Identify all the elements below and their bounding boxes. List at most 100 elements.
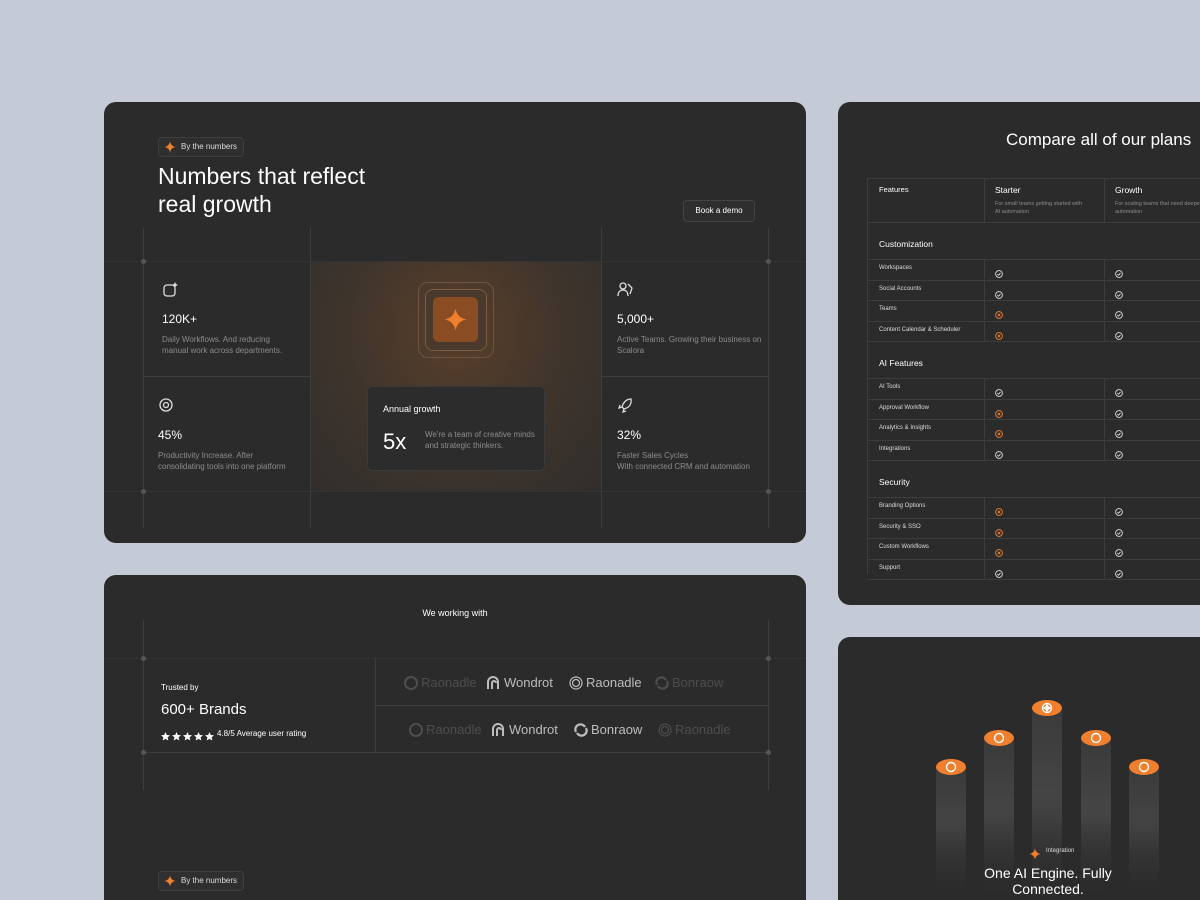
starter-status-svg <box>995 508 1003 516</box>
stat-description: Active Teams. Growing their business on <box>617 335 762 344</box>
row-line <box>867 259 1200 260</box>
stat-value: 32% <box>617 428 642 442</box>
integration-title: One AI Engine. Fully <box>984 865 1112 881</box>
starter-status-svg <box>995 549 1003 557</box>
icon-tile <box>433 297 478 342</box>
growth-status-svg <box>1115 311 1123 319</box>
logo-name: Bonraow <box>672 675 724 690</box>
feature-name: Analytics & Insights <box>879 425 932 431</box>
grid-dot <box>766 656 771 661</box>
badge-icon <box>1029 848 1041 865</box>
badge-star <box>164 875 176 887</box>
starter-status-svg <box>995 409 1003 418</box>
growth-description: and strategic thinkers. <box>425 441 504 450</box>
feature-name: Workspaces <box>879 265 912 271</box>
growth-status <box>1115 524 1123 542</box>
fade <box>838 817 1200 900</box>
grid-line <box>867 178 868 574</box>
trusted-label: Trusted by <box>161 683 199 692</box>
rating-text: 4.8/5 Average user rating <box>217 729 307 738</box>
logo-mark <box>655 676 669 690</box>
grid-line <box>984 497 985 517</box>
partners-title: We working with <box>422 608 488 618</box>
starter-status <box>995 446 1003 464</box>
row-line <box>867 398 1200 400</box>
growth-status <box>1115 544 1123 562</box>
feature-name: Teams <box>879 306 897 312</box>
feature-name: AI Tools <box>879 384 901 390</box>
grid-line <box>1104 378 1105 398</box>
row-line <box>867 517 1200 519</box>
grid-line <box>143 620 144 790</box>
integration-card: Integration One AI Engine. Fully Connected… <box>838 637 1200 900</box>
grid-line <box>1104 398 1105 419</box>
stat-icon-svg <box>163 282 178 297</box>
grid-line <box>1104 558 1105 579</box>
stat-description: Faster Sales Cycles <box>617 451 689 460</box>
logo-name: Bonraow <box>591 722 643 737</box>
growth-status <box>1115 446 1123 464</box>
grid-line <box>1104 497 1105 517</box>
grid-line <box>143 752 768 753</box>
grid-line <box>984 558 985 579</box>
grid-line <box>984 439 985 460</box>
rating-stars <box>161 728 217 746</box>
stat-description: With connected CRM and automation <box>617 462 750 471</box>
feature-name: Content Calendar & Scheduler <box>879 326 961 333</box>
growth-status-svg <box>1115 430 1123 438</box>
growth-value: 5x <box>383 429 407 454</box>
growth-status-svg <box>1115 331 1123 340</box>
growth-status <box>1115 327 1123 345</box>
cap-icon <box>945 761 957 773</box>
brands-count: 600+ Brands <box>161 701 247 718</box>
badge-star <box>164 141 176 153</box>
growth-status <box>1115 503 1123 521</box>
plan-name: Growth <box>1115 185 1143 195</box>
growth-label: Annual growth <box>383 404 441 414</box>
pillar-cap <box>936 759 966 775</box>
stat-description: Scalora <box>617 346 645 355</box>
row-line <box>867 320 1200 322</box>
pillar-cap <box>1032 700 1062 716</box>
logo-mark <box>409 723 423 737</box>
grid-dot <box>141 750 146 755</box>
grid-dot <box>141 489 146 494</box>
logo-mark <box>569 676 583 690</box>
badge-icon <box>164 875 176 894</box>
cap-icon <box>993 732 1005 744</box>
cap-icon <box>1138 761 1150 773</box>
starter-status <box>995 425 1003 443</box>
feature-name: Branding Options <box>879 503 926 509</box>
stat-icon-svg <box>617 398 632 414</box>
row-line <box>867 341 1200 342</box>
cap-icon <box>1041 702 1053 714</box>
stat-icon <box>158 397 175 419</box>
book-demo-button[interactable]: Book a demo <box>683 200 755 222</box>
starter-status <box>995 503 1003 521</box>
plan-description: For scaling teams that need deeper autom… <box>1115 201 1200 215</box>
grid-dot <box>766 489 771 494</box>
stat-description: consolidating tools into one platform <box>158 462 286 471</box>
grid-line <box>104 261 806 262</box>
logo-mark <box>487 676 499 689</box>
growth-status <box>1115 384 1123 402</box>
badge-text: Integration <box>1046 848 1075 854</box>
growth-status-svg <box>1115 508 1123 516</box>
row-line <box>867 279 1200 281</box>
row-line <box>867 439 1200 441</box>
grid-line <box>1104 259 1105 279</box>
growth-status-svg <box>1115 450 1123 459</box>
grid-line <box>104 658 806 659</box>
growth-status-svg <box>1115 409 1123 418</box>
pillar-cap <box>1129 759 1159 775</box>
row-line <box>867 497 1200 498</box>
grid-line <box>984 378 985 398</box>
starter-status-svg <box>995 450 1003 459</box>
grid-line <box>984 300 985 320</box>
stat-value: 45% <box>158 428 183 442</box>
starter-status <box>995 405 1003 423</box>
grid-line <box>984 538 985 558</box>
rating-stars-svg <box>161 732 214 741</box>
logo-name: Wondrot <box>509 722 558 737</box>
starter-status-svg <box>995 270 1003 278</box>
